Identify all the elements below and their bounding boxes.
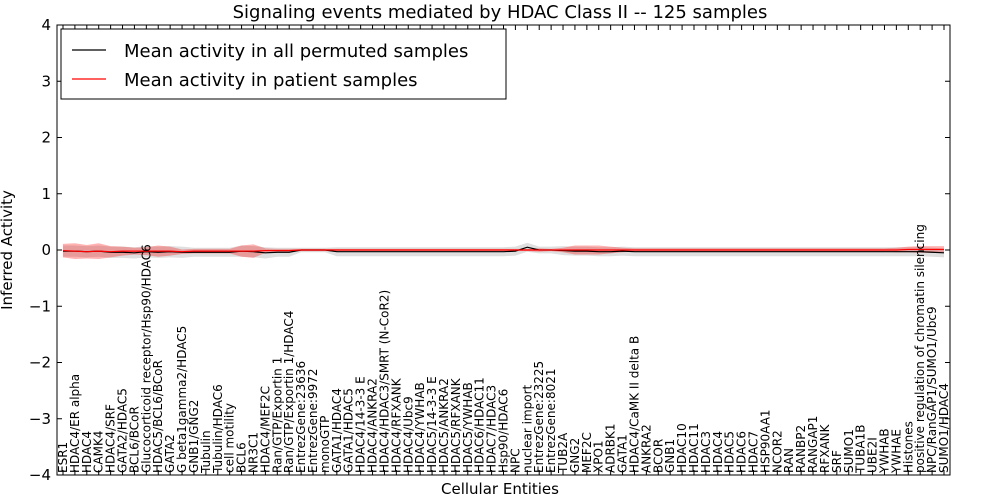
x-tick-label: CAMK4	[92, 431, 106, 473]
y-tick-label: 3	[41, 72, 51, 90]
x-tick-label: EntrezGene:9972	[306, 369, 320, 474]
patient-line	[62, 248, 944, 253]
x-tick-label: HDAC4/HDAC3/SMRT (N-CoR2)	[377, 290, 391, 473]
x-tick-label: BCL6/BCoR	[127, 406, 141, 473]
x-tick-label: GNG2	[568, 438, 582, 473]
x-tick-label: HDAC4	[711, 431, 725, 473]
x-tick-label: HDAC5/YWHAB	[461, 382, 475, 473]
x-tick-label: HDAC3	[699, 431, 713, 473]
x-tick-label: HDAC4/SRF	[104, 404, 118, 473]
x-tick-label: Hsp90/HDAC6	[497, 389, 511, 473]
x-tick-label: HDAC5	[723, 431, 737, 473]
x-tick-label: NPC/RanGAP1/SUMO1/Ubc9	[925, 306, 939, 473]
x-tick-label: HDAC5/RFXANK	[449, 377, 463, 473]
x-tick-label: SRF	[830, 450, 844, 473]
x-tick-label: GATA1	[616, 434, 630, 473]
x-tick-label: ADRBK1	[604, 423, 618, 473]
x-tick-label: NCOR2	[770, 430, 784, 473]
x-tick-label: UBE2I	[866, 437, 880, 473]
x-tick-label: HDAC10	[675, 423, 689, 473]
x-tick-label: G beta1gamma2/HDAC5	[175, 326, 189, 473]
x-tick-label: EntrezGene:8021	[544, 369, 558, 474]
x-tick-label: SUMO1	[842, 429, 856, 473]
x-tick-label: YWHAB	[877, 428, 891, 474]
x-tick-label: cell motility	[223, 403, 237, 473]
x-tick-label: Tubulin/HDAC6	[211, 384, 225, 474]
x-tick-label: NPC	[508, 448, 522, 473]
y-tick-label: 1	[41, 185, 51, 203]
x-tick-label: Glucocorticoid receptor/Hsp90/HDAC6	[139, 244, 153, 473]
x-tick-label: HDAC4/ANKRA2	[366, 378, 380, 473]
x-tick-label: HDAC4/ER alpha	[68, 374, 82, 473]
legend-label-patient: Mean activity in patient samples	[124, 70, 418, 91]
y-tick-label: 4	[41, 16, 51, 34]
x-tick-label: Histones	[901, 421, 915, 473]
x-tick-label: TUB2A	[556, 432, 570, 474]
x-tick-label: GNB1	[663, 439, 677, 473]
y-tick-label: −1	[29, 297, 51, 315]
x-tick-label: Ran/GTP/Exportin 1/HDAC4	[282, 311, 296, 473]
x-tick-label: Ran/GTP/Exportin 1	[270, 357, 284, 473]
x-tick-label: monoGTP	[318, 416, 332, 473]
legend-label-permuted: Mean activity in all permuted samples	[124, 41, 468, 62]
x-tick-label: HDAC4/RFXANK	[389, 377, 403, 473]
x-tick-label: nuclear import	[520, 384, 534, 473]
y-tick-label: −4	[29, 466, 51, 484]
x-tick-label: ANKRA2	[639, 424, 653, 473]
x-tick-label: HSP90AA1	[758, 409, 772, 473]
x-axis-label: Cellular Entities	[441, 480, 559, 498]
x-tick-label: HDAC5/14-3-3 E	[425, 376, 439, 473]
x-tick-label: HDAC11	[687, 423, 701, 473]
x-tick-label: SUMO1/HDAC4	[937, 383, 951, 473]
x-tick-label: HDAC6	[735, 431, 749, 473]
x-tick-label: HDAC4/MEF2C	[258, 386, 272, 473]
x-tick-label: HDAC4/CaMK II delta B	[627, 336, 641, 473]
x-tick-label: RAN	[782, 448, 796, 473]
x-tick-label: YWHAE	[889, 429, 903, 474]
x-tick-label: GNB1/GNG2	[187, 400, 201, 473]
y-tick-label: −3	[29, 410, 51, 428]
x-tick-label: NR3C1	[246, 432, 260, 473]
x-tick-label: HDAC7	[747, 431, 761, 473]
permuted-line	[63, 246, 945, 254]
y-tick-label: −2	[29, 354, 51, 372]
y-tick-label: 0	[41, 241, 51, 259]
y-axis-ticks: −4 −3 −2 −1 0 1 2 3 4	[29, 16, 950, 484]
x-tick-label: HDAC5/BCL6/BCoR	[151, 360, 165, 473]
x-tick-label: HDAC4/14-3-3 E	[354, 376, 368, 473]
x-tick-label: MEF2C	[580, 432, 594, 473]
x-tick-label: EntrezGene:23225	[532, 361, 546, 473]
x-tick-label: GATA2	[163, 434, 177, 473]
x-tick-label: HDAC4/Ubc9	[401, 396, 415, 473]
x-tick-label: RANBP2	[794, 425, 808, 473]
x-tick-label: GATA1/HDAC4	[330, 388, 344, 473]
chart-title: Signaling events mediated by HDAC Class …	[233, 2, 768, 23]
legend: Mean activity in all permuted samples Me…	[60, 28, 507, 100]
legend-frame	[60, 28, 507, 100]
x-tick-label: HDAC6/HDAC11	[473, 377, 487, 473]
y-tick-label: 2	[41, 129, 51, 147]
x-tick-label: ESR1	[56, 442, 70, 473]
x-tick-label: EntrezGene:23636	[294, 361, 308, 473]
x-tick-label: Tubulin	[199, 430, 213, 474]
plot-frame	[56, 24, 951, 476]
x-tick-label: positive regulation of chromatin silenci…	[913, 224, 927, 473]
x-tick-label: BCL6	[235, 442, 249, 473]
x-tick-label: HDAC7/HDAC3	[485, 385, 499, 473]
x-tick-label: HDAC5/ANKRA2	[437, 378, 451, 473]
x-tick-label: RANGAP1	[806, 416, 820, 473]
series-lines	[62, 246, 945, 254]
x-tick-label: XPO1	[592, 440, 606, 473]
y-axis-label: Inferred Activity	[0, 190, 16, 310]
x-tick-label: BCOR	[651, 439, 665, 473]
x-tick-label: GATA1/HDAC5	[342, 388, 356, 473]
x-tick-label: HDAC4/YWHAB	[413, 382, 427, 473]
x-tick-label: RFXANK	[818, 423, 832, 473]
x-tick-label: HDAC4	[80, 431, 94, 473]
x-tick-label: TUBA1B	[854, 425, 868, 474]
x-tick-label: GATA2/HDAC5	[116, 388, 130, 473]
